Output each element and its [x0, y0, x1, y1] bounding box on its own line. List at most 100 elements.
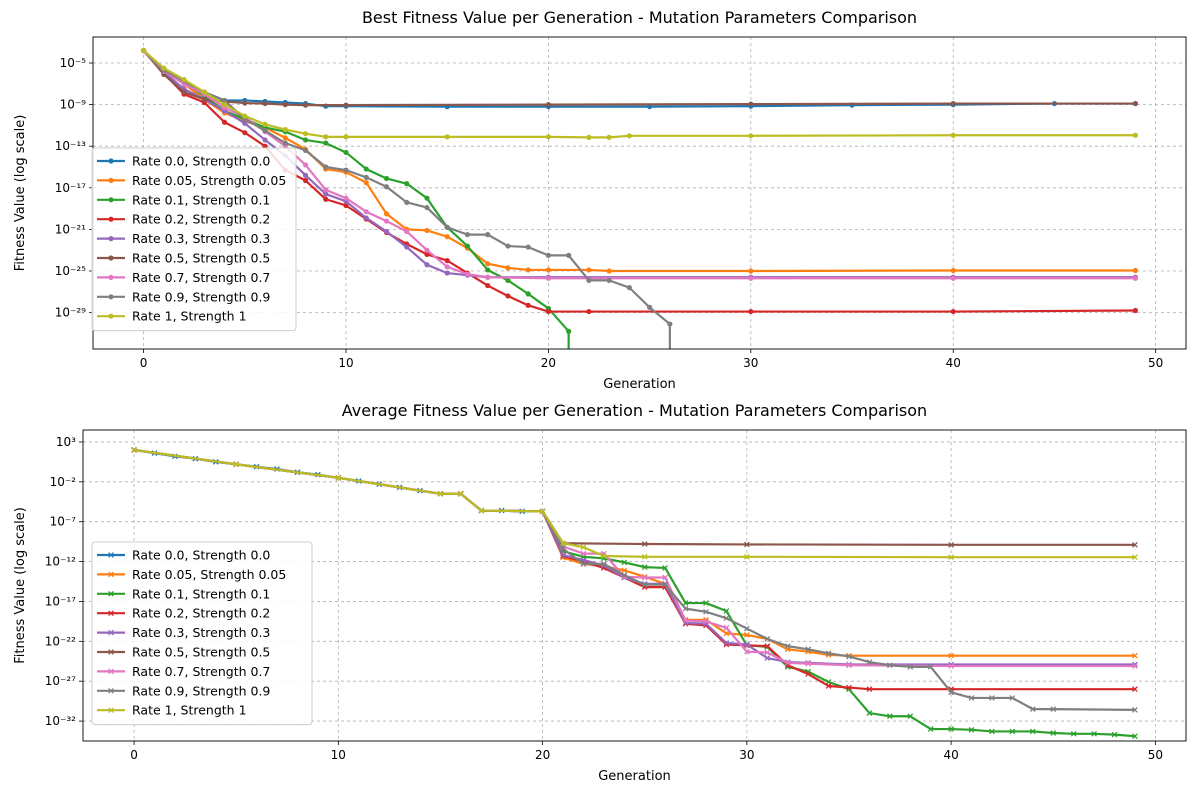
- chart-0-legend-item: Rate 0.9, Strength 0.9: [97, 289, 270, 304]
- chart-1-legend-label: Rate 0.05, Strength 0.05: [132, 567, 286, 582]
- chart-0-data-point: [545, 252, 552, 258]
- chart-1-data-point: [580, 550, 587, 557]
- chart-1-data-point: [641, 541, 648, 547]
- chart-0-data-point: [181, 77, 187, 83]
- chart-0-series-rate-0-0-strength-0-0: [141, 47, 1138, 110]
- chart-0-data-point: [141, 47, 147, 54]
- chart-1-data-point: [723, 624, 730, 631]
- chart-1-data-point: [968, 726, 975, 733]
- chart-1-data-point: [866, 686, 873, 693]
- chart-1-data-point: [764, 643, 771, 649]
- chart-1-y-tick-label: 10⁻²²: [45, 634, 76, 648]
- chart-0-data-point: [748, 133, 754, 139]
- chart-1-data-point: [1050, 706, 1057, 712]
- chart-1-data-point: [1029, 728, 1036, 735]
- chart-1-y-tick-label: 10³: [56, 435, 76, 449]
- chart-0-data-point: [302, 137, 309, 143]
- chart-1-legend-label: Rate 0.7, Strength 0.7: [132, 664, 270, 679]
- chart-0-data-point: [221, 97, 228, 104]
- chart-0-data-point: [242, 120, 248, 126]
- chart-1-data-point: [784, 643, 791, 649]
- chart-1-data-point: [703, 618, 709, 625]
- chart-0-data-point: [485, 232, 491, 238]
- chart-1-legend-marker: [108, 649, 114, 655]
- chart-1-data-point: [621, 559, 628, 566]
- chart-1-y-tick-label: 10⁻²⁷: [45, 674, 76, 688]
- chart-0-x-tick-label: 40: [946, 356, 961, 370]
- chart-1-data-point: [641, 574, 648, 581]
- chart-0-data-point: [545, 134, 552, 140]
- chart-1-y-tick-label: 10⁻³²: [45, 714, 76, 728]
- chart-0-data-point: [606, 277, 612, 283]
- chart-0-data-point: [343, 134, 349, 140]
- chart-0-series-line: [142, 49, 1136, 280]
- chart-1-data-point: [784, 659, 791, 666]
- chart-0-data-point: [282, 140, 288, 146]
- chart-1-legend-item: Rate 0.0, Strength 0.0: [97, 548, 270, 563]
- chart-0-data-point: [525, 244, 531, 250]
- chart-0-data-point: [363, 215, 369, 221]
- chart-0-x-axis-label: Generation: [603, 377, 676, 392]
- chart-1-data-point: [846, 653, 852, 660]
- chart-1-data-point: [1132, 663, 1138, 669]
- chart-1-data-point: [682, 617, 689, 624]
- chart-0-legend-label: Rate 0.1, Strength 0.1: [132, 192, 270, 207]
- chart-1-series-rate-1-strength-1: [131, 447, 1138, 561]
- chart-0-data-point: [444, 234, 450, 240]
- chart-0-legend-item: Rate 0.7, Strength 0.7: [97, 270, 270, 285]
- chart-1-data-point: [723, 640, 730, 646]
- chart-1-legend-label: Rate 0.2, Strength 0.2: [132, 606, 270, 621]
- chart-1-data-point: [580, 544, 587, 551]
- chart-0-legend-marker: [108, 197, 114, 203]
- chart-0-legend-box: [91, 147, 297, 332]
- chart-0-legend-label: Rate 0.05, Strength 0.05: [132, 173, 286, 188]
- chart-1-data-point: [948, 726, 954, 732]
- chart-1-axes-frame: [82, 429, 1187, 742]
- chart-0-data-point: [545, 308, 552, 315]
- chart-0-data-point: [424, 251, 430, 257]
- chart-1-data-point: [948, 541, 954, 548]
- chart-0-data-point: [1132, 100, 1138, 107]
- chart-1-data-point: [335, 474, 342, 481]
- chart-0-data-point: [383, 218, 390, 224]
- chart-1-legend-label: Rate 0.3, Strength 0.3: [132, 625, 270, 640]
- chart-1-y-tick-label: 10⁻²: [50, 475, 77, 489]
- chart-1-data-point: [989, 695, 995, 701]
- chart-0-series-line: [142, 49, 1136, 273]
- chart-0-data-point: [343, 149, 349, 156]
- chart-0-legend-item: Rate 1, Strength 1: [97, 309, 247, 324]
- chart-1-legend-marker: [108, 668, 114, 675]
- chart-1-data-point: [1132, 686, 1138, 693]
- chart-1-x-tick-label: 20: [535, 748, 550, 762]
- chart-1-data-point: [825, 650, 832, 657]
- chart-1-legend-item: Rate 1, Strength 1: [97, 703, 247, 718]
- chart-0-legend-item: Rate 0.2, Strength 0.2: [97, 212, 270, 227]
- chart-1-y-tick-label: 10⁻¹⁷: [45, 594, 76, 608]
- chart-1-data-point: [886, 713, 893, 720]
- chart-0-legend-marker: [108, 255, 114, 261]
- chart-0-data-point: [950, 308, 956, 315]
- chart-0-data-point: [424, 195, 430, 201]
- chart-1-data-point: [1091, 730, 1097, 737]
- chart-0-data-point: [161, 65, 167, 71]
- chart-0-data-point: [444, 264, 450, 270]
- chart-0-data-point: [525, 302, 531, 308]
- chart-1-data-point: [1070, 730, 1077, 737]
- chart-1-data-point: [621, 572, 628, 578]
- chart-1-x-tick-label: 40: [943, 748, 958, 762]
- chart-1-y-tick-label: 10⁻⁷: [50, 515, 77, 529]
- chart-1-data-point: [580, 561, 587, 567]
- chart-1-legend-marker: [108, 707, 114, 714]
- chart-0-x-tick-label: 10: [338, 356, 353, 370]
- chart-1-data-point: [723, 608, 730, 614]
- chart-0-data-point: [424, 204, 430, 211]
- chart-1-legend-label: Rate 0.5, Strength 0.5: [132, 645, 270, 660]
- chart-0-data-point: [1132, 275, 1138, 281]
- chart-1-legend-label: Rate 0.9, Strength 0.9: [132, 683, 270, 698]
- chart-1-legend-box: [91, 541, 313, 726]
- chart-0-series-rate-0-5-strength-0-5: [141, 47, 1138, 108]
- chart-0-data-point: [667, 321, 673, 327]
- chart-0-data-point: [201, 96, 207, 102]
- chart-0-data-point: [383, 175, 390, 182]
- chart-0-data-point: [323, 191, 329, 197]
